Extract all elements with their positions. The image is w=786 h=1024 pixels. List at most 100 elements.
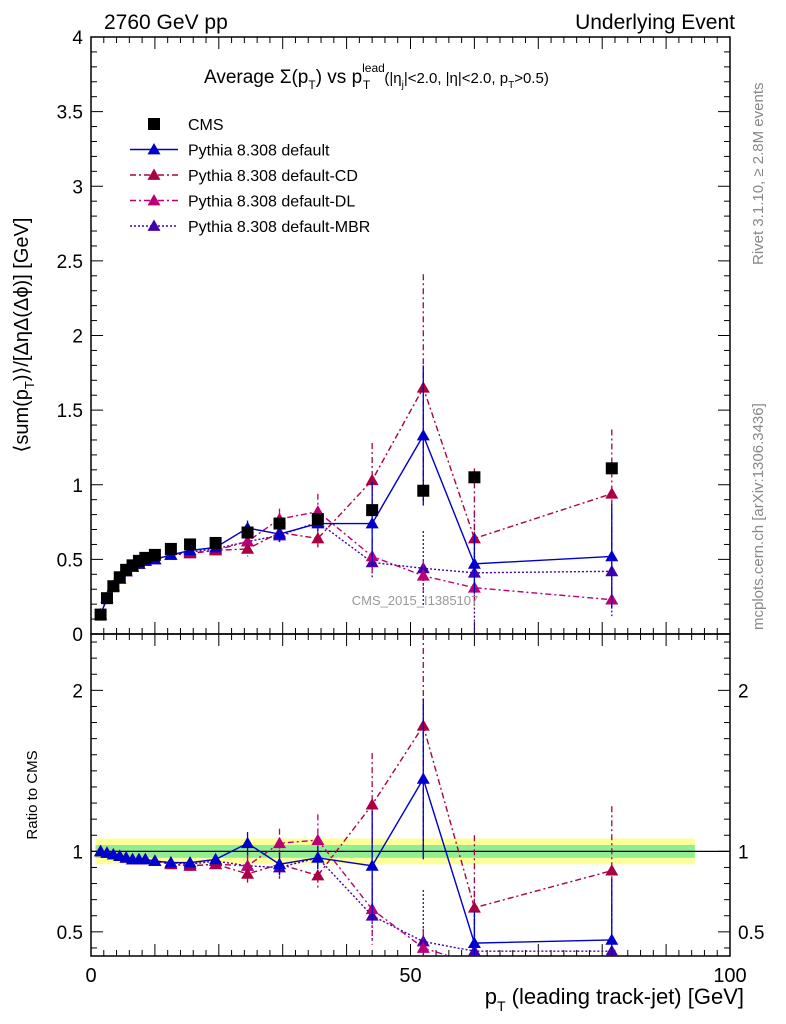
ratio-series-line [100, 850, 612, 952]
title-close: ) [316, 67, 322, 88]
main-series-line [99, 386, 613, 615]
ratio-point [365, 859, 379, 871]
energy-label: 2760 GeV pp [104, 11, 228, 34]
legend-label: Pythia 8.308 default-DL [188, 194, 355, 211]
main-point [605, 487, 619, 499]
main-point [416, 428, 430, 441]
ratio-y-tick-label: 0.5 [57, 923, 83, 944]
main-y-tick-label: 3.5 [57, 103, 83, 124]
main-y-tick-label: 3 [72, 177, 83, 198]
main-point [416, 569, 430, 581]
main-point [273, 527, 287, 539]
main-point [365, 517, 379, 529]
main-cms-point [184, 538, 197, 551]
ratio-point [416, 772, 430, 784]
ratio-point [416, 941, 430, 953]
ratio-series-pythia-8-308-default-cd [94, 634, 619, 956]
x-tick-label: 0 [85, 965, 96, 987]
ratio-point [311, 851, 325, 863]
main-cms-point [164, 542, 177, 555]
ratio-point [605, 933, 619, 945]
ratio-point [273, 836, 287, 849]
main-point [605, 549, 619, 562]
x-tick-label: 50 [399, 965, 421, 987]
main-cms-point [148, 548, 161, 561]
main-series-pythia-8-308-default-cd [94, 274, 619, 620]
legend-label: Pythia 8.308 default-CD [188, 168, 358, 185]
title-sub-t: T [308, 78, 316, 92]
main-cms-point [605, 462, 618, 475]
main-series-pythia-8-308-default [94, 365, 619, 620]
main-cms-point [273, 517, 286, 530]
legend-marker-cms [148, 118, 160, 130]
ratio-y-tick-label-right: 0.5 [738, 923, 764, 944]
legend-label: Pythia 8.308 default [188, 143, 330, 160]
ratio-point [164, 856, 178, 868]
main-y-tick-label: 2.5 [57, 252, 83, 273]
main-cms-point [417, 484, 430, 497]
title-sup-lead: lead [362, 61, 385, 75]
main-series-line [99, 433, 612, 615]
legend-entry: Pythia 8.308 default-CD [130, 168, 358, 185]
ratio-point [183, 856, 197, 868]
main-cms-point [94, 608, 107, 621]
main-cms-point [100, 592, 113, 605]
analysis-watermark: CMS_2015_I1385107 [352, 593, 479, 608]
ratio-y-tick-label: 2 [72, 681, 83, 702]
ratio-point [467, 936, 481, 948]
ratio-point [416, 935, 430, 947]
main-point [467, 557, 481, 569]
legend-label: Pythia 8.308 default-MBR [188, 219, 370, 236]
ratio-point [241, 867, 255, 879]
x-tick-label: 100 [713, 965, 746, 987]
ratio-point [148, 854, 162, 866]
ratio-point [311, 833, 325, 845]
plot-title: Average Σ(pT) vs plead T (|ηj|<2.0, |η|<2… [204, 61, 549, 92]
ratio-point [138, 852, 152, 865]
main-y-tick-label: 0.5 [57, 550, 83, 571]
legend: CMS Pythia 8.308 default Pythia 8.308 defa… [130, 117, 370, 236]
ratio-point [273, 857, 287, 870]
main-y-tick-label: 1 [72, 476, 83, 497]
process-label: Underlying Event [575, 11, 735, 34]
title-cuts-a: (|η [380, 70, 401, 87]
main-cms-point [311, 513, 324, 526]
main-cms-point [139, 551, 152, 564]
title-vs: vs p [322, 67, 362, 88]
title-sub-t2: T [363, 78, 371, 92]
main-cms-point [468, 471, 481, 484]
main-series-pythia-8-308-default-mbr [94, 511, 619, 634]
main-point [241, 534, 255, 547]
main-y-tick-label: 4 [72, 28, 83, 49]
legend-entry: Pythia 8.308 default-DL [130, 194, 355, 211]
main-point [365, 473, 379, 486]
ratio-series-line [100, 724, 612, 909]
main-series-cms [94, 462, 618, 621]
title-cuts-c: >0.5) [514, 70, 549, 87]
main-y-tick-label: 1.5 [57, 401, 83, 422]
main-y-axis-label: ⟨sum(pT)⟩/[ΔηΔ(Δϕ)] [GeV] [11, 218, 37, 453]
mcplots-label: mcplots.cern.ch [arXiv:1306.3436] [750, 403, 767, 630]
legend-entry: CMS [148, 117, 224, 134]
legend-entry: Pythia 8.308 default-MBR [130, 219, 370, 236]
series-layer [94, 274, 619, 957]
main-cms-point [120, 563, 133, 576]
title-sub-t3: T [508, 80, 514, 91]
title-cuts-b: |<2.0, |η|<2.0, p [404, 70, 508, 87]
main-cms-point [241, 526, 254, 539]
legend-entry: Pythia 8.308 default [130, 143, 330, 160]
x-axis-label: pT (leading track-jet) [GeV] [485, 984, 744, 1014]
main-cms-point [366, 504, 379, 517]
main-point [241, 542, 255, 554]
legend-marker [147, 143, 161, 155]
ratio-panel-frame [90, 633, 731, 957]
ratio-point [241, 836, 255, 849]
main-point [311, 531, 325, 544]
legend-marker [147, 168, 161, 180]
ratio-uncertainty-band [91, 838, 730, 865]
ratio-y-tick-label-right: 1 [738, 842, 749, 863]
legend-marker [147, 194, 161, 206]
